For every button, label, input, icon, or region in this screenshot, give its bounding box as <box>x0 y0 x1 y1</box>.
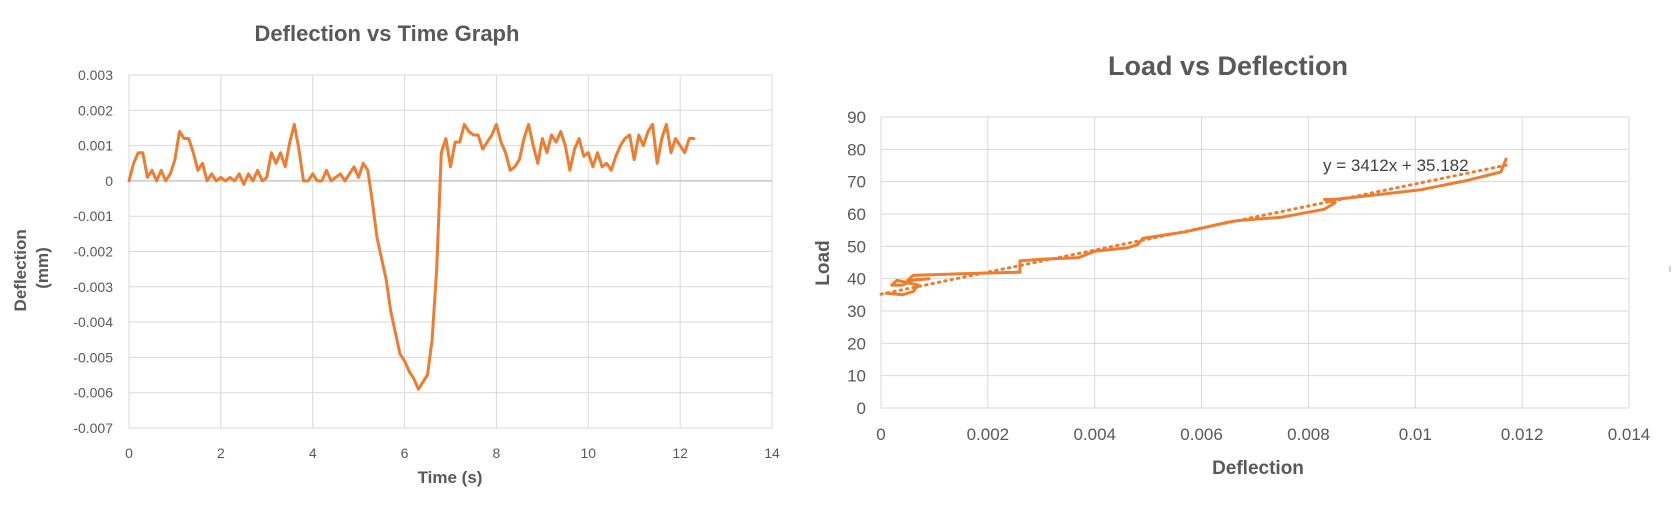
chart1-y-tick-label: -0.001 <box>73 208 113 224</box>
deflection-vs-time-chart: Deflection vs Time Graph 0.003 0.002 0.001… <box>11 21 780 487</box>
chart2-x-tick-labels: 0 0.002 0.004 0.006 0.008 0.01 0.012 0.014 <box>876 425 1650 444</box>
chart1-x-tick-label: 14 <box>764 445 780 461</box>
chart1-title: Deflection vs Time Graph <box>255 21 520 46</box>
chart1-x-tick-label: 12 <box>672 445 688 461</box>
chart1-horizontal-gridlines <box>129 74 772 429</box>
chart2-y-tick-label: 50 <box>847 237 866 256</box>
chart1-y-tick-label: -0.004 <box>73 314 113 330</box>
chart2-y-tick-label: 20 <box>847 334 866 353</box>
chart2-plot-area <box>880 116 1630 409</box>
chart2-x-tick-label: 0.014 <box>1608 425 1651 444</box>
chart1-x-tick-label: 10 <box>580 445 596 461</box>
chart1-x-tick-label: 2 <box>217 445 225 461</box>
chart2-y-tick-label: 30 <box>847 302 866 321</box>
chart2-x-tick-label: 0.004 <box>1073 425 1116 444</box>
chart2-title: Load vs Deflection <box>1108 51 1348 81</box>
chart1-y-tick-label: -0.007 <box>73 420 113 436</box>
chart2-series-line <box>884 157 1508 297</box>
chart1-x-axis-title: Time (s) <box>418 468 483 487</box>
chart2-y-tick-labels: 0 10 20 30 40 50 60 70 80 90 <box>847 108 866 418</box>
chart2-x-tick-label: 0.012 <box>1501 425 1544 444</box>
chart2-x-tick-label: 0 <box>876 425 885 444</box>
chart2-x-tick-label: 0.008 <box>1287 425 1330 444</box>
chart1-vertical-gridlines <box>128 75 773 428</box>
chart1-y-tick-label: -0.003 <box>73 279 113 295</box>
chart1-y-tick-label: 0.001 <box>78 138 113 154</box>
chart1-x-tick-label: 6 <box>401 445 409 461</box>
chart1-x-tick-labels: 0 2 4 6 8 10 12 14 <box>125 445 780 461</box>
chart1-series-line <box>127 122 696 391</box>
chart1-y-axis-title-line2: (mm) <box>33 247 52 289</box>
chart2-trendline-equation: y = 3412x + 35.182 <box>1323 156 1469 175</box>
chart2-y-tick-label: 40 <box>847 270 866 289</box>
chart2-y-tick-label: 60 <box>847 205 866 224</box>
chart2-y-tick-label: 70 <box>847 173 866 192</box>
chart2-vertical-gridlines <box>880 117 1630 408</box>
chart1-y-tick-label: 0 <box>105 173 113 189</box>
chart1-y-axis-title: Deflection (mm) <box>11 225 52 312</box>
chart2-y-tick-label: 80 <box>847 140 866 159</box>
chart1-y-tick-label: -0.006 <box>73 385 113 401</box>
chart1-y-tick-label: 0.003 <box>78 67 113 83</box>
chart1-y-tick-label: -0.005 <box>73 349 113 365</box>
chart2-y-tick-label: 0 <box>857 399 866 418</box>
chart1-y-tick-label: -0.002 <box>73 244 113 260</box>
load-vs-deflection-chart: Load vs Deflection 0 10 20 30 40 50 60 70 80 90 0… <box>813 51 1650 479</box>
chart2-x-tick-label: 0.01 <box>1399 425 1432 444</box>
chart2-y-tick-label: 10 <box>847 367 866 386</box>
chart1-y-tick-labels: 0.003 0.002 0.001 0 -0.001 -0.002 -0.003 -0.004… <box>73 67 113 436</box>
chart1-x-tick-label: 0 <box>125 445 133 461</box>
chart2-y-axis-title: Load <box>813 240 834 285</box>
chart1-x-tick-label: 8 <box>493 445 501 461</box>
chart1-y-axis-title-line1: Deflection <box>11 229 30 311</box>
chart2-horizontal-gridlines <box>881 116 1629 409</box>
chart1-x-tick-label: 4 <box>309 445 317 461</box>
chart2-x-tick-label: 0.006 <box>1180 425 1223 444</box>
chart1-y-tick-label: 0.002 <box>78 102 113 118</box>
chart2-y-tick-label: 90 <box>847 108 866 127</box>
chart2-x-tick-label: 0.002 <box>967 425 1010 444</box>
chart2-x-axis-title: Deflection <box>1212 458 1304 479</box>
